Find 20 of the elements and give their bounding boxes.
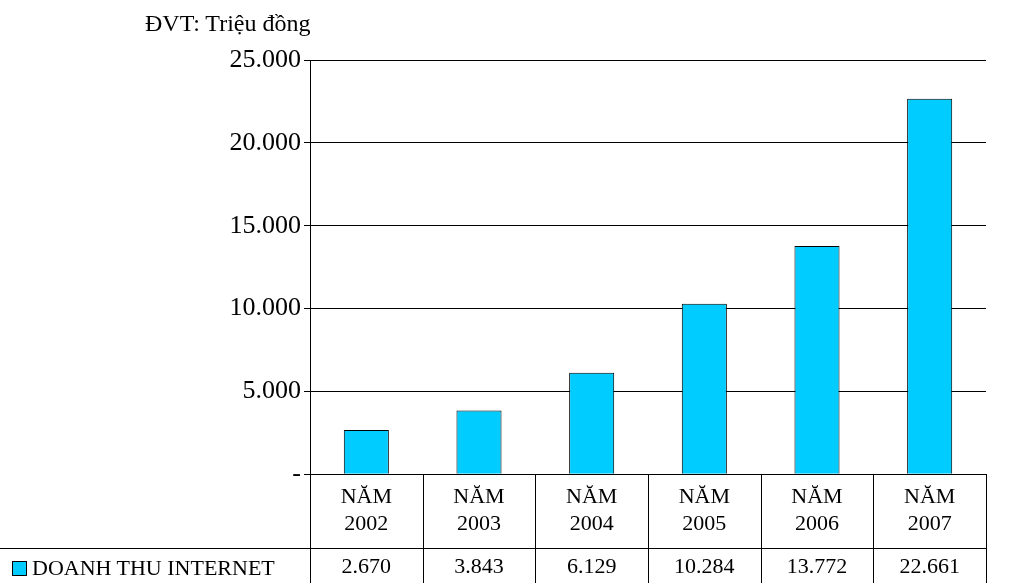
x-tick-label: NĂM 2003 [453,483,505,535]
x-tick-label: NĂM 2007 [903,483,956,535]
data-label: 10.284 [674,552,735,578]
data-label: 2.670 [341,552,392,578]
x-tick-label: NĂM 2006 [791,483,843,535]
data-label: 22.661 [899,552,960,578]
y-tick-label: 10.000 [229,292,301,322]
text: ĐVT: Triệu đồng [145,10,311,37]
y-tick-label: 20.000 [229,126,301,156]
x-tick-label: NĂM 2002 [340,483,393,535]
y-tick-label: - [292,458,301,488]
data-label: 13.772 [786,552,848,578]
data-label: 3.843 [454,552,504,578]
y-tick-label: 15.000 [229,209,301,239]
data-label: 6.129 [566,552,617,578]
x-tick-label: NĂM 2004 [565,483,618,535]
x-tick-label: NĂM 2005 [678,483,731,535]
legend-label: DOANH THU INTERNET [32,555,275,581]
y-tick-label: 5.000 [242,375,301,405]
y-tick-label: 25.000 [229,43,301,73]
